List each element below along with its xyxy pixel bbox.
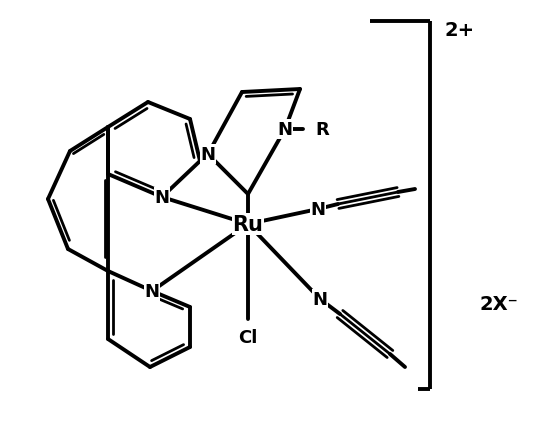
Text: N: N bbox=[310, 200, 325, 218]
Text: R: R bbox=[315, 121, 329, 139]
Text: 2X⁻: 2X⁻ bbox=[480, 295, 519, 314]
Text: N: N bbox=[312, 290, 327, 308]
Text: 2+: 2+ bbox=[445, 21, 475, 40]
Text: Cl: Cl bbox=[239, 328, 257, 346]
Text: N: N bbox=[201, 146, 216, 164]
Text: N: N bbox=[155, 189, 170, 206]
Text: N: N bbox=[145, 283, 160, 300]
Text: N: N bbox=[277, 121, 292, 139]
Text: Ru: Ru bbox=[232, 215, 264, 234]
